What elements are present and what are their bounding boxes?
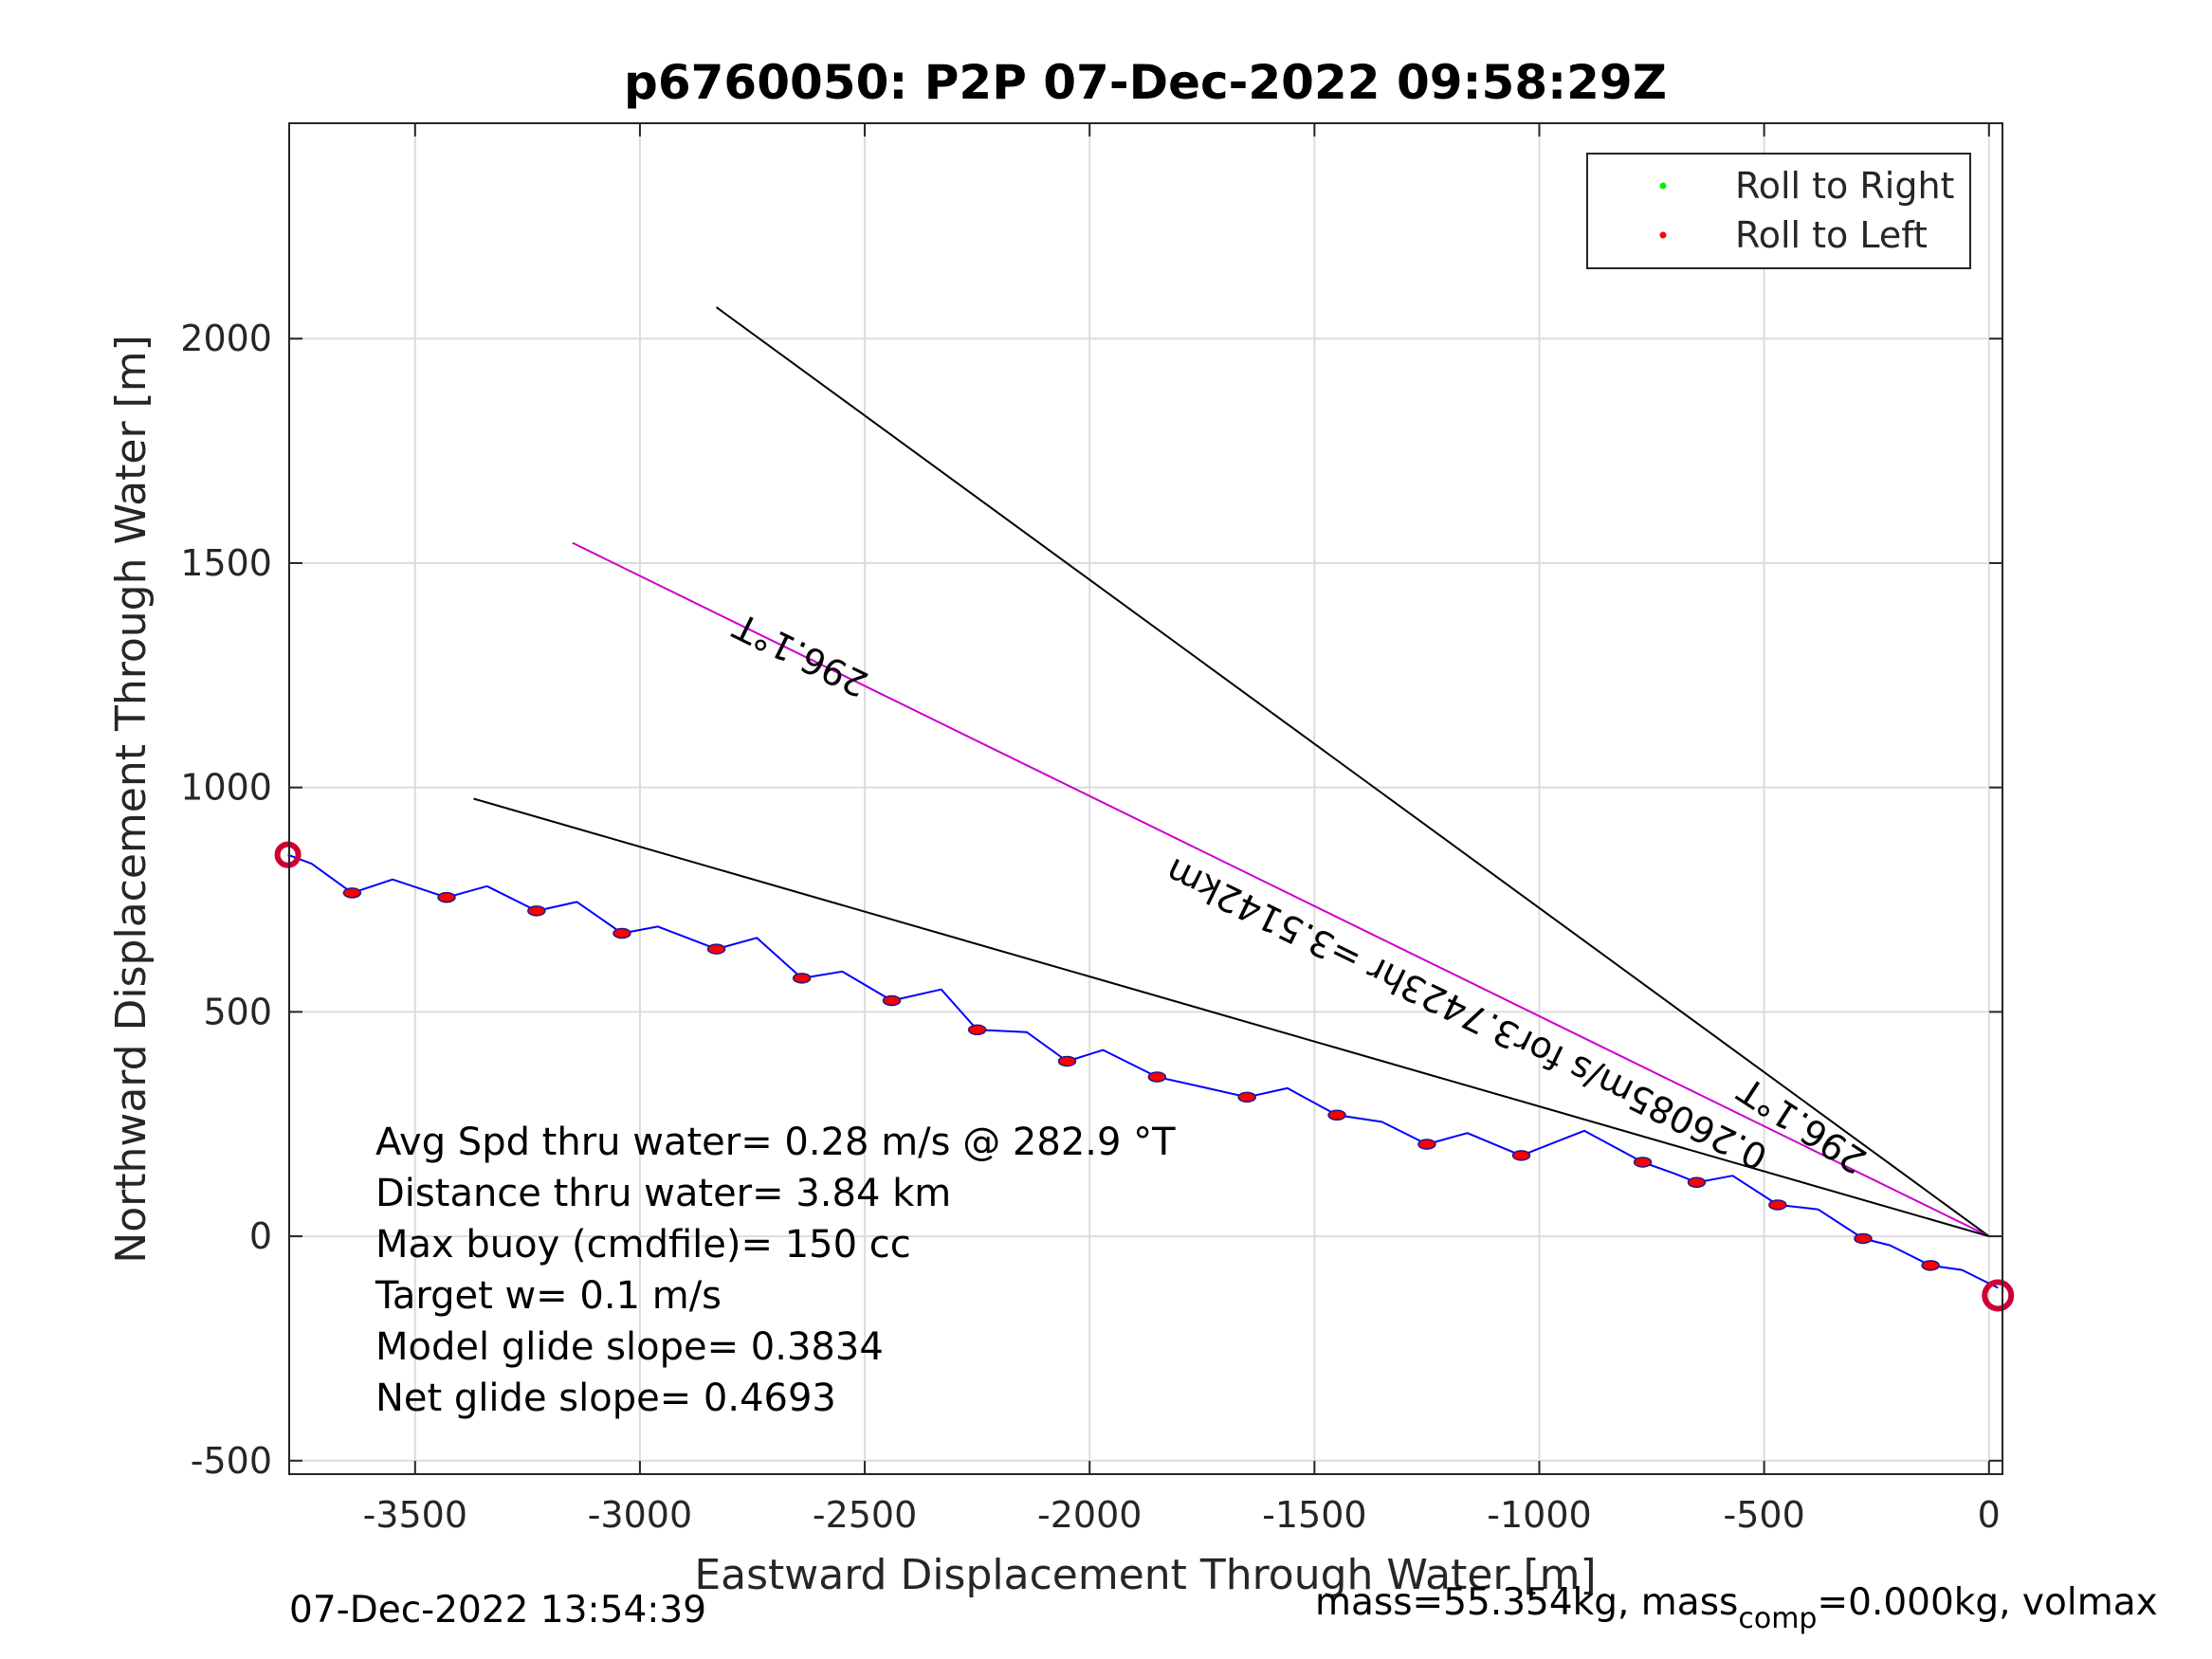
stats-line: Avg Spd thru water= 0.28 m/s @ 282.9 °T [375,1121,1176,1164]
axis-ticks: -3500 -3000 -2500 -2000 -1500 -1000 -500 0 -500 0… [180,123,2002,1536]
stats-line: Model glide slope= 0.3834 [375,1325,884,1369]
x-tick-label: -3000 [588,1494,692,1536]
dive-marker [1633,1157,1653,1168]
dive-marker [437,891,456,903]
grid [289,123,2002,1474]
x-tick-label: -1000 [1487,1494,1591,1536]
plot-frame [288,122,2003,1475]
reference-line-lower [473,797,1990,1238]
track-start-loop [274,841,302,868]
stats-line: Max buoy (cmdfile)= 150 cc [375,1223,911,1267]
track-end-loop [1982,1279,2015,1312]
footer-mass-tail: =0.000kg, volmax [1817,1581,2158,1624]
y-tick-label: -500 [191,1440,272,1482]
dive-marker [1511,1150,1531,1161]
dive-marker [612,927,631,939]
dive-marker [1327,1109,1346,1121]
dive-marker [1854,1232,1873,1245]
x-tick-label: -500 [1724,1494,1805,1536]
chart-title: p6760050: P2P 07-Dec-2022 09:58:29Z [624,55,1667,110]
y-tick-label: 0 [249,1215,272,1257]
legend-box [1586,153,1971,269]
x-axis-label: Eastward Displacement Through Water [m] [694,1551,1596,1599]
legend-label: Roll to Right [1735,165,1954,207]
dive-marker [1687,1176,1707,1189]
dive-marker [1768,1199,1787,1211]
dive-marker [967,1024,987,1036]
x-tick-label: -1500 [1262,1494,1366,1536]
dive-marker [1237,1091,1256,1103]
reference-lines [473,306,1990,1238]
x-tick-label: -3500 [363,1494,467,1536]
footer-mass-text: mass=55.354kg, mass [1315,1581,1739,1624]
dive-marker [527,905,546,917]
stats-block: Avg Spd thru water= 0.28 m/s @ 282.9 °T D… [375,1121,1176,1420]
y-tick-label: 2000 [180,318,272,359]
y-tick-label: 500 [203,991,272,1032]
stats-line: Target w= 0.1 m/s [375,1274,722,1318]
dive-marker [792,973,812,984]
legend-label: Roll to Left [1735,214,1928,256]
footer-mass: mass=55.354kg, masscomp=0.000kg, volmax [1315,1581,2158,1635]
y-axis-label: Northward Displacement Through Water [m] [107,335,155,1263]
legend: Roll to Right Roll to Left [1586,153,1971,269]
x-tick-label: -2000 [1037,1494,1142,1536]
x-tick-label: 0 [1978,1494,2001,1536]
dive-marker [1057,1055,1077,1067]
footer-mass-sub: comp [1738,1602,1818,1635]
dive-marker [1417,1139,1436,1150]
reference-line-middle [572,541,1990,1237]
dive-marker [1147,1071,1167,1083]
dive-marker [882,994,902,1007]
reference-line-upper [715,306,1990,1237]
y-tick-label: 1500 [180,542,272,584]
stats-line: Net glide slope= 0.4693 [375,1376,836,1420]
legend-marker [1659,182,1667,190]
dive-marker [1921,1260,1940,1271]
stats-line: Distance thru water= 3.84 km [375,1172,951,1215]
dive-marker [706,943,726,955]
legend-marker [1659,231,1667,239]
dive-marker [342,887,362,899]
y-tick-label: 1000 [180,767,272,809]
x-tick-label: -2500 [813,1494,917,1536]
dive-markers [342,887,1940,1271]
footer-timestamp: 07-Dec-2022 13:54:39 [289,1589,707,1632]
